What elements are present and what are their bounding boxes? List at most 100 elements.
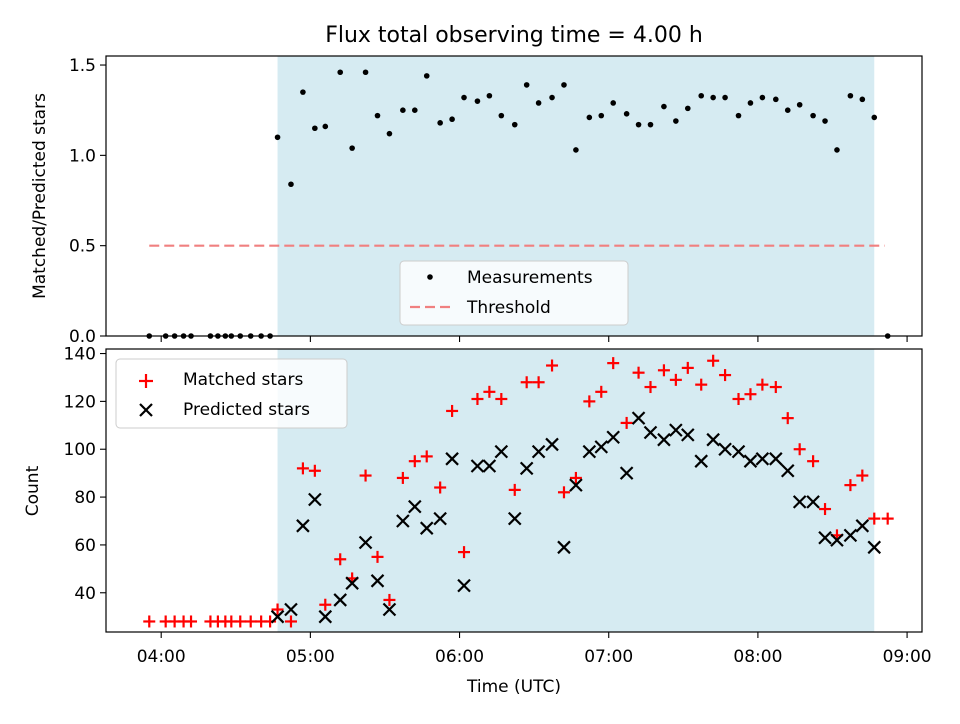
predicted-star-point: [731, 444, 746, 459]
bottom-y-axis-label: Count: [23, 465, 43, 516]
matched-star-point: [732, 392, 745, 405]
x-tick-label: 07:00: [584, 647, 633, 667]
matched-star-point: [807, 455, 820, 468]
matched-star-point: [793, 443, 806, 456]
matched-star-point: [446, 404, 459, 417]
predicted-star-point: [582, 444, 597, 459]
top-axes-frame: [105, 55, 923, 337]
measurement-point: [411, 107, 418, 113]
top-y-tick-label: 0.5: [69, 237, 96, 257]
measurement-point: [773, 96, 779, 103]
measurement-point: [834, 147, 840, 153]
matched-star-point: [695, 378, 708, 391]
measurement-point: [486, 92, 493, 99]
predicted-star-point: [606, 430, 620, 445]
measurement-point: [362, 69, 369, 76]
matched-star-point: [234, 615, 247, 628]
measurement-point: [288, 181, 294, 188]
matched-star-point: [881, 512, 894, 525]
matched-star-point: [408, 455, 421, 468]
predicted-star-point: [631, 411, 646, 425]
matched-star-point: [719, 369, 732, 382]
predicted-star-point: [867, 540, 882, 555]
legend-measurements-icon: [427, 274, 433, 280]
matched-star-point: [244, 615, 257, 628]
x-tick-label: 08:00: [733, 647, 782, 667]
measurement-point: [871, 114, 878, 121]
measurement-point: [374, 112, 381, 119]
predicted-star-point: [333, 593, 347, 607]
predicted-star-point: [843, 528, 858, 543]
bottom-y-tick-label: 140: [64, 345, 96, 365]
matched-star-point: [595, 385, 608, 398]
measurement-point: [400, 107, 406, 113]
matched-star-point: [769, 381, 782, 394]
matched-star-point: [185, 615, 198, 628]
matched-star-point: [607, 357, 620, 370]
predicted-star-point: [545, 437, 559, 452]
measurement-point: [698, 92, 705, 99]
predicted-star-point: [830, 533, 844, 547]
measurement-point: [573, 147, 579, 153]
matched-star-point: [458, 546, 471, 559]
predicted-star-point: [419, 521, 434, 535]
legend-matched-icon: [139, 374, 153, 388]
top-y-axis-label: Matched/Predicted stars: [30, 93, 50, 299]
measurement-point: [684, 105, 691, 112]
matched-star-point: [319, 598, 332, 611]
matched-star-point: [844, 479, 857, 492]
matched-star-point: [620, 416, 633, 429]
matched-star-point: [632, 366, 645, 379]
matched-star-point: [756, 378, 769, 391]
legend-predicted-icon: [139, 403, 153, 417]
predicted-star-point: [531, 444, 546, 459]
predicted-star-point: [855, 519, 870, 533]
measurement-point: [386, 130, 393, 137]
measurement-point: [796, 101, 803, 108]
predicted-star-point: [396, 514, 410, 528]
measurement-point: [822, 118, 828, 124]
matched-star-point: [669, 373, 682, 386]
bottom-y-tick-label: 60: [74, 536, 96, 556]
measurement-point: [312, 125, 318, 132]
measurement-point: [423, 73, 430, 79]
matched-star-point: [396, 471, 409, 484]
matched-star-point: [284, 615, 297, 628]
predicted-star-point: [308, 492, 322, 507]
measurement-point: [349, 145, 355, 151]
x-tick-label: 04:00: [137, 647, 186, 667]
measurement-point: [322, 123, 329, 130]
matched-star-point: [483, 385, 496, 398]
top-legend-box: [399, 260, 629, 326]
measurement-point: [673, 118, 679, 124]
measurement-point: [549, 94, 555, 101]
measurement-point: [449, 116, 455, 123]
measurement-point: [437, 120, 443, 126]
matched-star-point: [569, 471, 582, 484]
legend-matched-label: Matched stars: [183, 370, 303, 390]
measurement-point: [722, 94, 728, 101]
bottom-y-tick-label: 80: [74, 488, 96, 508]
top-y-tick-label: 0.0: [69, 327, 96, 347]
predicted-star-point: [482, 459, 497, 473]
measurement-point: [337, 69, 344, 76]
predicted-star-point: [494, 444, 509, 459]
matched-star-point: [681, 361, 694, 374]
predicted-star-point: [270, 609, 285, 624]
top-legend: Measurements Threshold: [399, 260, 629, 326]
matched-star-point: [744, 388, 757, 401]
matched-star-point: [532, 376, 545, 389]
measurement-point: [661, 103, 667, 110]
predicted-star-point: [370, 574, 385, 588]
x-tick-label: 09:00: [883, 647, 932, 667]
predicted-star-point: [345, 576, 359, 590]
bottom-y-tick-label: 120: [64, 392, 96, 412]
predicted-star-point: [507, 511, 522, 526]
x-tick-label: 06:00: [435, 647, 484, 667]
matched-star-point: [707, 354, 720, 367]
predicted-star-point: [669, 423, 683, 437]
x-tick-label: 05:00: [286, 647, 335, 667]
measurement-point: [647, 121, 654, 128]
measurement-point: [784, 107, 791, 113]
top-panel: 0.0 0.5 1.0 1.5 Matched/Predicted stars Mea…: [30, 55, 923, 347]
